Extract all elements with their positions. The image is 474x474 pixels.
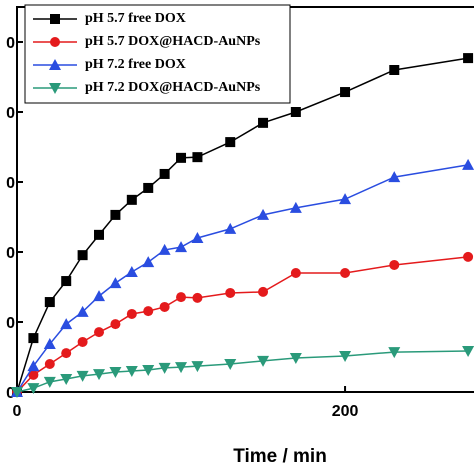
marker bbox=[125, 366, 138, 377]
marker bbox=[290, 268, 301, 278]
marker bbox=[110, 319, 121, 330]
marker bbox=[290, 107, 301, 117]
legend-label: pH 5.7 DOX@HACD-AuNPs bbox=[85, 34, 261, 49]
x-tick-label: 200 bbox=[332, 403, 359, 420]
marker bbox=[159, 168, 170, 179]
marker bbox=[44, 359, 55, 369]
marker bbox=[76, 370, 89, 382]
y-tick-labels: 0 20 40 60 80 100 bbox=[0, 35, 15, 402]
marker bbox=[109, 277, 122, 289]
marker bbox=[462, 346, 474, 358]
marker bbox=[289, 201, 302, 213]
marker bbox=[109, 367, 122, 379]
marker bbox=[28, 333, 39, 344]
y-tick-label: 60 bbox=[0, 175, 15, 192]
marker bbox=[225, 287, 236, 298]
y-tick-label: 40 bbox=[0, 245, 15, 262]
marker bbox=[11, 387, 23, 398]
marker bbox=[110, 209, 121, 220]
marker bbox=[289, 353, 302, 365]
marker bbox=[388, 347, 401, 359]
marker bbox=[191, 232, 204, 243]
marker bbox=[94, 229, 105, 240]
marker bbox=[224, 359, 237, 370]
marker bbox=[44, 297, 55, 308]
marker bbox=[50, 14, 60, 24]
marker bbox=[76, 305, 89, 317]
marker bbox=[176, 152, 187, 163]
marker bbox=[61, 348, 72, 359]
marker bbox=[463, 53, 474, 64]
marker bbox=[27, 360, 40, 372]
marker bbox=[143, 306, 154, 317]
marker bbox=[258, 117, 269, 128]
marker bbox=[126, 194, 137, 205]
y-tick-label: 20 bbox=[0, 315, 15, 332]
marker bbox=[126, 308, 137, 319]
x-tick-label: 0 bbox=[13, 403, 22, 420]
marker bbox=[125, 265, 138, 277]
marker bbox=[142, 364, 155, 376]
marker bbox=[49, 59, 61, 70]
marker bbox=[43, 376, 56, 388]
marker bbox=[60, 374, 73, 386]
legend-label: pH 5.7 free DOX bbox=[85, 11, 186, 26]
marker bbox=[93, 369, 106, 381]
marker bbox=[142, 256, 155, 268]
marker bbox=[462, 158, 474, 170]
series-line bbox=[16, 164, 469, 393]
marker bbox=[50, 37, 60, 47]
marker bbox=[224, 222, 237, 234]
marker bbox=[28, 369, 39, 380]
marker bbox=[257, 208, 270, 220]
marker bbox=[93, 290, 106, 302]
marker bbox=[389, 65, 400, 75]
marker bbox=[49, 83, 61, 94]
marker bbox=[339, 350, 352, 362]
x-axis-title: Time / min bbox=[233, 446, 327, 467]
marker bbox=[158, 362, 171, 374]
marker bbox=[61, 276, 72, 287]
marker bbox=[225, 137, 236, 148]
marker bbox=[192, 152, 203, 163]
marker bbox=[257, 355, 270, 367]
marker bbox=[463, 251, 474, 262]
marker bbox=[340, 268, 351, 278]
marker bbox=[339, 193, 352, 205]
marker bbox=[159, 301, 170, 312]
y-tick-label: 80 bbox=[0, 105, 15, 122]
marker bbox=[77, 336, 88, 347]
marker bbox=[94, 327, 105, 338]
marker bbox=[158, 243, 171, 255]
marker bbox=[43, 338, 56, 350]
legend-box bbox=[24, 4, 291, 104]
marker bbox=[192, 292, 203, 303]
marker bbox=[258, 286, 269, 297]
y-tick-label: 0 bbox=[6, 385, 15, 402]
marker bbox=[143, 182, 154, 193]
marker bbox=[389, 259, 400, 270]
legend-label: pH 7.2 free DOX bbox=[85, 57, 186, 72]
marker bbox=[340, 87, 351, 98]
marker bbox=[191, 361, 204, 373]
marker bbox=[175, 362, 188, 374]
marker bbox=[176, 292, 187, 303]
marker bbox=[60, 318, 73, 330]
marker bbox=[388, 171, 401, 183]
y-tick-label: 100 bbox=[0, 35, 15, 52]
marker bbox=[77, 250, 88, 261]
legend-label: pH 7.2 DOX@HACD-AuNPs bbox=[85, 80, 261, 95]
marker bbox=[175, 241, 188, 253]
marker bbox=[27, 383, 40, 395]
